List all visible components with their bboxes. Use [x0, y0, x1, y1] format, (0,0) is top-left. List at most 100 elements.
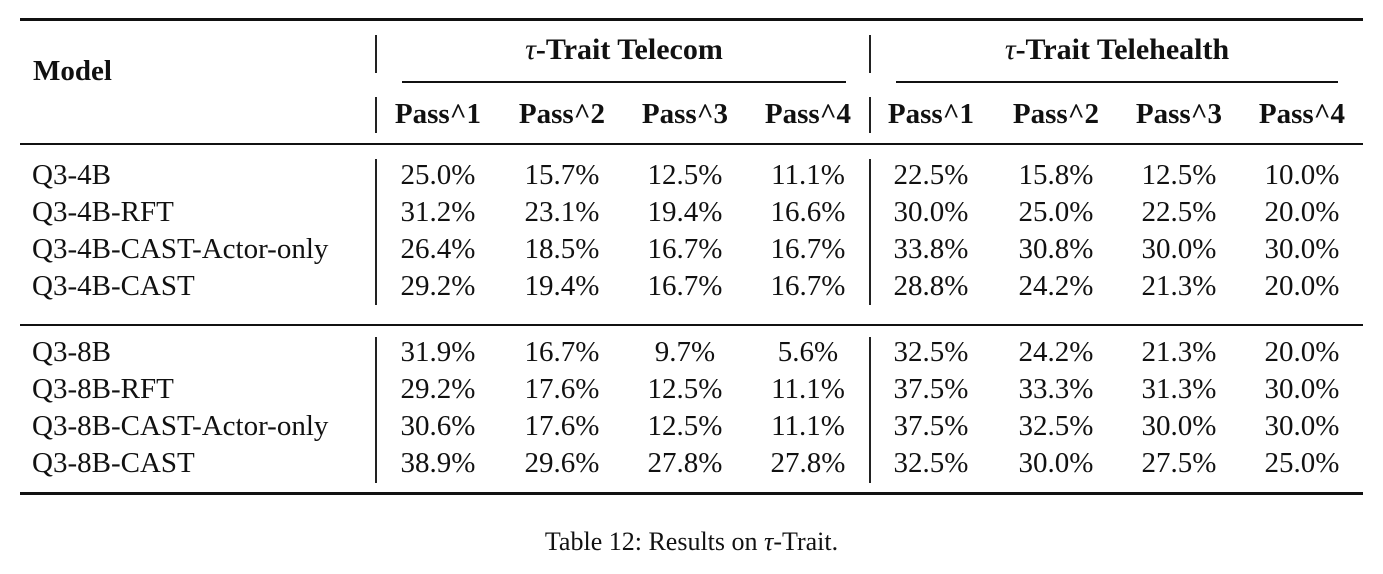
value-cell: 30.0%: [893, 196, 969, 228]
model-name-cell: Q3-4B: [32, 159, 111, 191]
subheader-telecom-pass1: Pass^1: [394, 98, 482, 130]
value-cell: 37.5%: [893, 373, 969, 405]
value-cell: 16.7%: [647, 270, 723, 302]
value-cell: 21.3%: [1141, 336, 1217, 368]
group-underline-telehealth: [896, 81, 1338, 83]
subheader-telehealth-pass4: Pass^4: [1258, 98, 1346, 130]
block1-divider-mid: [869, 159, 871, 305]
value-cell: 25.0%: [1264, 447, 1340, 479]
group-title: -Trait Telehealth: [1015, 33, 1230, 66]
subheader-divider-mid: [869, 97, 871, 133]
subheader-divider-left: [375, 97, 377, 133]
tau-symbol: τ: [1004, 33, 1016, 66]
value-cell: 32.5%: [893, 447, 969, 479]
header-divider-mid: [869, 35, 871, 73]
subheader-telehealth-pass2: Pass^2: [1012, 98, 1100, 130]
value-cell: 16.7%: [770, 233, 846, 265]
value-cell: 5.6%: [777, 336, 839, 368]
value-cell: 30.0%: [1264, 373, 1340, 405]
block-separator-rule: [20, 324, 1363, 326]
value-cell: 9.7%: [654, 336, 716, 368]
value-cell: 30.0%: [1264, 410, 1340, 442]
bottom-rule: [20, 492, 1363, 495]
value-cell: 30.6%: [400, 410, 476, 442]
value-cell: 32.5%: [1018, 410, 1094, 442]
model-name-cell: Q3-8B-CAST: [32, 447, 195, 479]
value-cell: 32.5%: [893, 336, 969, 368]
value-cell: 30.0%: [1264, 233, 1340, 265]
group-underline-telecom: [402, 81, 846, 83]
subheader-telecom-pass2: Pass^2: [518, 98, 606, 130]
value-cell: 37.5%: [893, 410, 969, 442]
value-cell: 11.1%: [771, 159, 845, 191]
value-cell: 16.7%: [647, 233, 723, 265]
value-cell: 19.4%: [524, 270, 600, 302]
value-cell: 30.0%: [1141, 410, 1217, 442]
value-cell: 33.3%: [1018, 373, 1094, 405]
table-caption: Table 12: Results on τ-Trait.: [0, 526, 1383, 558]
value-cell: 27.8%: [647, 447, 723, 479]
value-cell: 11.1%: [771, 373, 845, 405]
value-cell: 17.6%: [524, 373, 600, 405]
value-cell: 22.5%: [1141, 196, 1217, 228]
value-cell: 16.7%: [770, 270, 846, 302]
value-cell: 22.5%: [893, 159, 969, 191]
subheader-telecom-pass3: Pass^3: [641, 98, 729, 130]
value-cell: 12.5%: [647, 159, 723, 191]
value-cell: 31.9%: [400, 336, 476, 368]
value-cell: 28.8%: [893, 270, 969, 302]
subheader-telehealth-pass3: Pass^3: [1135, 98, 1223, 130]
value-cell: 33.8%: [893, 233, 969, 265]
value-cell: 21.3%: [1141, 270, 1217, 302]
value-cell: 12.5%: [647, 410, 723, 442]
subheader-telecom-pass4: Pass^4: [764, 98, 852, 130]
value-cell: 30.0%: [1018, 447, 1094, 479]
group-header-telecom: τ-Trait Telecom: [402, 33, 846, 67]
caption-prefix: Table 12: Results on: [544, 527, 765, 556]
value-cell: 16.7%: [524, 336, 600, 368]
value-cell: 20.0%: [1264, 196, 1340, 228]
subheader-telehealth-pass1: Pass^1: [887, 98, 975, 130]
value-cell: 15.7%: [524, 159, 600, 191]
value-cell: 23.1%: [524, 196, 600, 228]
header-rule: [20, 143, 1363, 145]
model-column-header: Model: [33, 55, 112, 87]
caption-tau: τ: [764, 527, 774, 556]
value-cell: 10.0%: [1264, 159, 1340, 191]
value-cell: 31.2%: [400, 196, 476, 228]
block2-divider-left: [375, 337, 377, 483]
value-cell: 29.6%: [524, 447, 600, 479]
value-cell: 12.5%: [1141, 159, 1217, 191]
value-cell: 20.0%: [1264, 336, 1340, 368]
model-name-cell: Q3-8B-RFT: [32, 373, 174, 405]
value-cell: 31.3%: [1141, 373, 1217, 405]
model-name-cell: Q3-4B-RFT: [32, 196, 174, 228]
value-cell: 25.0%: [1018, 196, 1094, 228]
value-cell: 27.8%: [770, 447, 846, 479]
value-cell: 29.2%: [400, 270, 476, 302]
top-rule: [20, 18, 1363, 21]
value-cell: 18.5%: [524, 233, 600, 265]
value-cell: 24.2%: [1018, 336, 1094, 368]
value-cell: 30.8%: [1018, 233, 1094, 265]
value-cell: 27.5%: [1141, 447, 1217, 479]
value-cell: 16.6%: [770, 196, 846, 228]
header-divider-left: [375, 35, 377, 73]
tau-symbol: τ: [525, 33, 536, 66]
value-cell: 24.2%: [1018, 270, 1094, 302]
model-name-cell: Q3-8B-CAST-Actor-only: [32, 410, 329, 442]
value-cell: 11.1%: [771, 410, 845, 442]
model-name-cell: Q3-4B-CAST: [32, 270, 195, 302]
value-cell: 15.8%: [1018, 159, 1094, 191]
value-cell: 30.0%: [1141, 233, 1217, 265]
value-cell: 25.0%: [400, 159, 476, 191]
caption-suffix: -Trait.: [773, 527, 839, 556]
model-name-cell: Q3-8B: [32, 336, 111, 368]
value-cell: 12.5%: [647, 373, 723, 405]
value-cell: 17.6%: [524, 410, 600, 442]
group-title: -Trait Telecom: [535, 33, 723, 66]
value-cell: 26.4%: [400, 233, 476, 265]
value-cell: 19.4%: [647, 196, 723, 228]
model-name-cell: Q3-4B-CAST-Actor-only: [32, 233, 329, 265]
block1-divider-left: [375, 159, 377, 305]
